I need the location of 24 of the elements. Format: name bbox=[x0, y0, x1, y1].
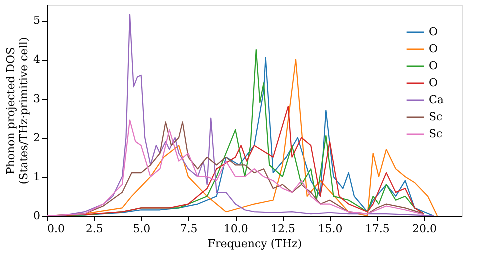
legend-label: Sc bbox=[429, 128, 443, 140]
y-tick-label: 2 bbox=[34, 131, 40, 144]
legend-label: O bbox=[429, 26, 438, 38]
x-tick-label: 10.0 bbox=[224, 222, 248, 236]
y-tick-label: 1 bbox=[34, 170, 40, 184]
x-axis-title: Frequency (THz) bbox=[208, 238, 302, 250]
legend-label: Sc bbox=[429, 110, 443, 124]
x-tick-label: 7.5 bbox=[180, 222, 198, 236]
y-tick-label: 0 bbox=[34, 210, 40, 222]
x-tick-label: 0.0 bbox=[48, 222, 65, 236]
y-tick-label: 3 bbox=[34, 92, 40, 106]
legend-label: O bbox=[429, 42, 438, 56]
y-tick-label: 4 bbox=[34, 53, 40, 66]
x-tick-label: 17.5 bbox=[365, 222, 390, 236]
x-tick-label: 2.5 bbox=[86, 222, 104, 236]
y-axis-title: Phonon projected DOS (States/THz·primitive cell) bbox=[4, 37, 30, 185]
x-tick-label: 15.0 bbox=[318, 222, 343, 236]
legend-label: Ca bbox=[429, 94, 444, 106]
x-tick-label: 12.5 bbox=[271, 222, 296, 236]
legend-label: O bbox=[429, 60, 438, 72]
y-tick-label: 5 bbox=[34, 14, 40, 28]
x-tick-label: 20.0 bbox=[412, 222, 438, 236]
x-tick-label: 5.0 bbox=[133, 222, 151, 236]
legend-label: O bbox=[429, 76, 438, 90]
